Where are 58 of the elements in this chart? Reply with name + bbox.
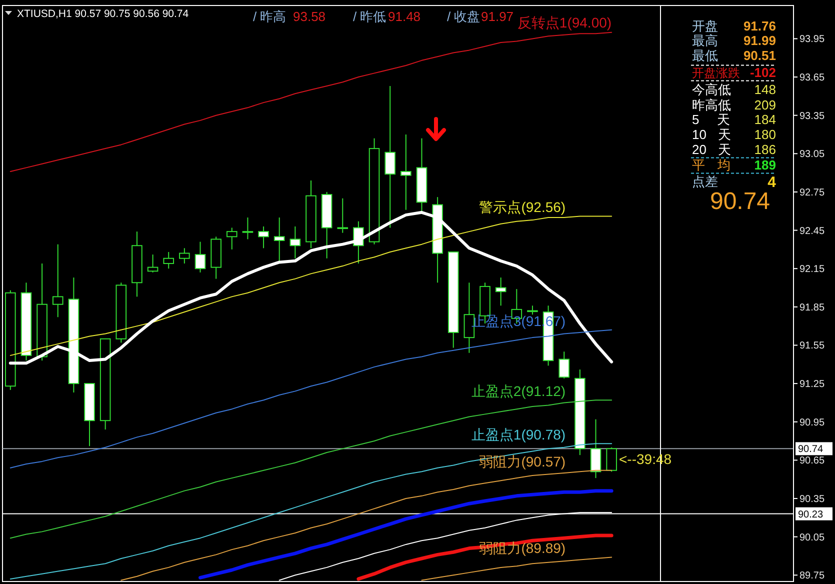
annotation: 91.99 bbox=[743, 33, 776, 48]
y-tick-label: 89.75 bbox=[800, 570, 825, 582]
series-label: 警示点(92.56) bbox=[479, 199, 566, 216]
annotation: 90.74 bbox=[710, 188, 770, 215]
y-tick-label: 90.95 bbox=[800, 417, 825, 428]
annotation: 10 天 bbox=[692, 127, 732, 142]
annotation: 开盘涨跌 bbox=[692, 66, 740, 80]
y-tick-label: 91.25 bbox=[800, 379, 825, 390]
annotation: 91.48 bbox=[388, 9, 421, 24]
annotation: 148 bbox=[754, 82, 776, 97]
annotation: / 昨低 bbox=[353, 9, 386, 24]
annotation: 点差 bbox=[692, 174, 718, 189]
line-series bbox=[10, 32, 612, 172]
annotation: 4 bbox=[768, 174, 777, 191]
y-tick-label: 92.45 bbox=[800, 226, 825, 237]
annotation: 189 bbox=[754, 158, 776, 172]
y-tick-label: 91.85 bbox=[800, 302, 825, 314]
annotation: 90.51 bbox=[743, 48, 776, 63]
line-series bbox=[356, 534, 614, 581]
annotation: 93.58 bbox=[293, 9, 326, 24]
line-series bbox=[198, 489, 614, 580]
annotation: 209 bbox=[754, 98, 776, 112]
y-tick-label: 91.55 bbox=[800, 340, 825, 352]
y-tick-label: 92.75 bbox=[800, 187, 825, 198]
y-tick-label: 92.15 bbox=[800, 264, 825, 276]
y-tick-label: 93.35 bbox=[800, 110, 825, 122]
line-series bbox=[10, 443, 612, 580]
line-series bbox=[10, 329, 612, 468]
ref-line-label: 90.23 bbox=[798, 509, 824, 520]
annotation: -102 bbox=[750, 65, 776, 80]
annotation: 91.97 bbox=[481, 9, 514, 24]
annotation: 20 天 bbox=[692, 142, 732, 157]
annotation: 最低 bbox=[692, 48, 718, 63]
ref-line-label: 90.74 bbox=[798, 444, 824, 456]
annotation: 昨高低 bbox=[692, 98, 731, 112]
annotation: / 昨高 bbox=[253, 9, 286, 24]
annotation: 平 均 bbox=[692, 158, 731, 172]
y-tick-label: 93.95 bbox=[800, 34, 825, 46]
annotation: 184 bbox=[754, 112, 776, 127]
annotation: 开盘 bbox=[692, 18, 718, 34]
annotation: 最高 bbox=[692, 33, 718, 48]
series-label: 止盈点1(90.78) bbox=[471, 426, 566, 443]
annotation: 91.76 bbox=[743, 18, 776, 34]
annotation: 5 天 bbox=[692, 112, 730, 127]
series-label: 反转点1(94.00) bbox=[517, 14, 612, 30]
y-tick-label: 90.05 bbox=[800, 532, 825, 544]
y-tick-label: 93.05 bbox=[800, 149, 825, 160]
line-series bbox=[421, 556, 612, 581]
annotation: 180 bbox=[754, 127, 776, 142]
line-series bbox=[10, 400, 612, 539]
chart-title: XTIUSD,H1 90.57 90.75 90.56 90.74 bbox=[17, 8, 189, 20]
annotation: / 收盘 bbox=[447, 9, 480, 24]
y-tick-label: 90.35 bbox=[800, 494, 825, 505]
annotation: 今高低 bbox=[692, 82, 731, 97]
annotation: 186 bbox=[754, 142, 776, 157]
y-tick-label: 93.65 bbox=[800, 72, 825, 84]
y-tick-label: 90.65 bbox=[800, 456, 825, 467]
series-label: 止盈点2(91.12) bbox=[471, 383, 566, 400]
